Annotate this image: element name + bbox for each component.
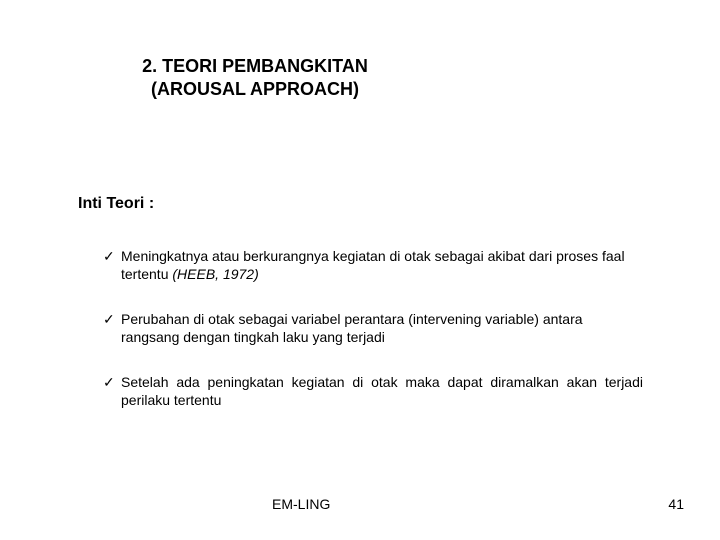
bullet-italic-text: (HEEB, 1972) <box>172 266 258 282</box>
bullet-text: Setelah ada peningkatan kegiatan di otak… <box>121 374 643 409</box>
bullet-text: Meningkatnya atau berkurangnya kegiatan … <box>121 248 643 283</box>
bullet-text: Perubahan di otak sebagai variabel peran… <box>121 311 643 346</box>
checkmark-icon: ✓ <box>103 248 121 266</box>
bullet-plain-text: Perubahan di otak sebagai variabel peran… <box>121 311 583 345</box>
bullet-list: ✓ Meningkatnya atau berkurangnya kegiata… <box>103 248 643 437</box>
checkmark-icon: ✓ <box>103 311 121 329</box>
bullet-plain-text: Setelah ada peningkatan kegiatan di otak… <box>121 374 643 408</box>
page-number: 41 <box>668 496 684 512</box>
title-line-1: 2. TEORI PEMBANGKITAN <box>142 56 368 76</box>
checkmark-icon: ✓ <box>103 374 121 392</box>
section-subtitle: Inti Teori : <box>78 195 154 213</box>
list-item: ✓ Meningkatnya atau berkurangnya kegiata… <box>103 248 643 283</box>
slide-title: 2. TEORI PEMBANGKITAN (AROUSAL APPROACH) <box>0 55 510 102</box>
list-item: ✓ Setelah ada peningkatan kegiatan di ot… <box>103 374 643 409</box>
list-item: ✓ Perubahan di otak sebagai variabel per… <box>103 311 643 346</box>
footer-label: EM-LING <box>272 496 330 512</box>
title-line-2: (AROUSAL APPROACH) <box>151 79 359 99</box>
